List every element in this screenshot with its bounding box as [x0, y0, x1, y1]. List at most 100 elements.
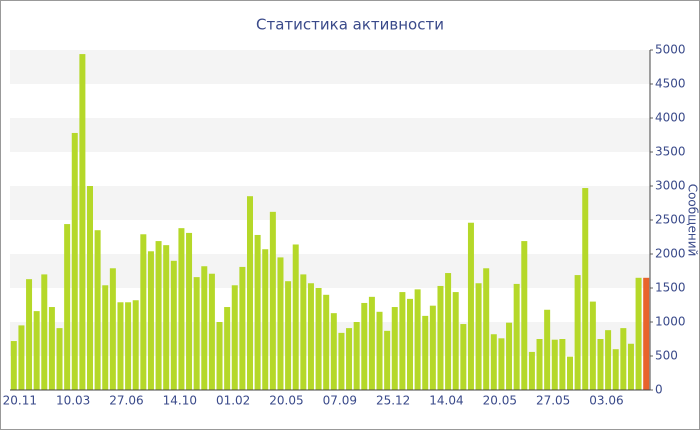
bar: [33, 311, 40, 390]
bar: [41, 274, 48, 390]
bar: [429, 305, 436, 390]
bar: [391, 307, 398, 390]
chart-title: Статистика активности: [256, 16, 444, 34]
grid-band: [10, 186, 650, 220]
x-tick-label: 20.05: [269, 394, 303, 408]
bar: [254, 234, 261, 390]
bar: [361, 302, 368, 390]
bar: [71, 132, 78, 390]
bar: [170, 260, 177, 390]
bar: [285, 281, 292, 390]
bar: [18, 325, 25, 390]
bar: [56, 328, 63, 390]
bar: [627, 343, 634, 390]
bar: [445, 273, 452, 390]
y-tick-label: 500: [655, 349, 678, 363]
bar: [643, 277, 650, 390]
bar: [338, 332, 345, 390]
bar: [163, 245, 170, 390]
bar: [323, 294, 330, 390]
bar: [589, 301, 596, 390]
bar: [178, 228, 185, 390]
bar: [460, 324, 467, 390]
bar: [574, 275, 581, 390]
x-tick-label: 20.11: [3, 394, 37, 408]
bar: [102, 285, 109, 390]
bar: [307, 283, 314, 390]
bar: [490, 334, 497, 390]
bar: [483, 268, 490, 390]
y-tick-label: 3500: [655, 145, 686, 159]
bar: [262, 249, 269, 390]
bar: [582, 188, 589, 390]
bar: [353, 322, 360, 390]
bar: [201, 266, 208, 390]
bar: [620, 328, 627, 390]
bar: [239, 266, 246, 390]
bar: [384, 330, 391, 390]
grid-band: [10, 118, 650, 152]
y-tick-label: 1000: [655, 315, 686, 329]
bar: [399, 292, 406, 390]
bar: [521, 241, 528, 390]
bar: [117, 302, 124, 390]
x-tick-label: 14.10: [163, 394, 197, 408]
bar: [109, 268, 116, 390]
y-tick-label: 3000: [655, 179, 686, 193]
x-tick-label: 20.05: [483, 394, 517, 408]
grid-band: [10, 322, 650, 356]
bar: [414, 289, 421, 390]
x-tick-label: 14.04: [429, 394, 463, 408]
bar: [315, 288, 322, 390]
bar: [605, 330, 612, 390]
bar: [597, 339, 604, 390]
bar: [48, 307, 55, 390]
x-tick-label: 10.03: [56, 394, 90, 408]
bar: [467, 222, 474, 390]
x-tick-label: 03.06: [589, 394, 623, 408]
bar: [26, 279, 33, 390]
y-tick-label: 4500: [655, 77, 686, 91]
bar: [186, 232, 193, 390]
bar: [407, 298, 413, 390]
bar: [330, 313, 337, 390]
bar: [551, 339, 558, 390]
bar: [292, 244, 299, 390]
bar: [513, 283, 520, 390]
bar: [10, 341, 17, 390]
bar: [87, 186, 93, 390]
bar: [528, 351, 535, 390]
x-tick-label: 25.12: [376, 394, 410, 408]
bar: [132, 300, 139, 390]
grid-band: [10, 50, 650, 84]
bar: [224, 307, 231, 390]
y-tick-label: 0: [655, 383, 663, 397]
bar: [193, 277, 200, 390]
bar: [247, 196, 253, 390]
bar: [559, 339, 566, 390]
bar: [269, 211, 276, 390]
bar: [544, 309, 551, 390]
bar: [300, 274, 307, 390]
bar: [506, 322, 513, 390]
x-tick-label: 27.05: [536, 394, 570, 408]
bar: [475, 283, 482, 390]
y-tick-label: 1500: [655, 281, 686, 295]
bar: [498, 338, 505, 390]
bar: [635, 277, 642, 390]
bar: [368, 296, 375, 390]
bar: [216, 322, 223, 390]
bar: [208, 273, 215, 390]
bar: [536, 339, 543, 390]
bar: [452, 292, 459, 390]
bar: [140, 234, 147, 390]
bar: [422, 315, 429, 390]
y-tick-label: 5000: [655, 43, 686, 57]
bar: [612, 349, 619, 390]
grid-band: [10, 254, 650, 288]
y-axis-label: Сообщений: [686, 184, 700, 257]
bar: [376, 311, 383, 390]
bar: [567, 356, 573, 390]
bar: [79, 54, 86, 391]
